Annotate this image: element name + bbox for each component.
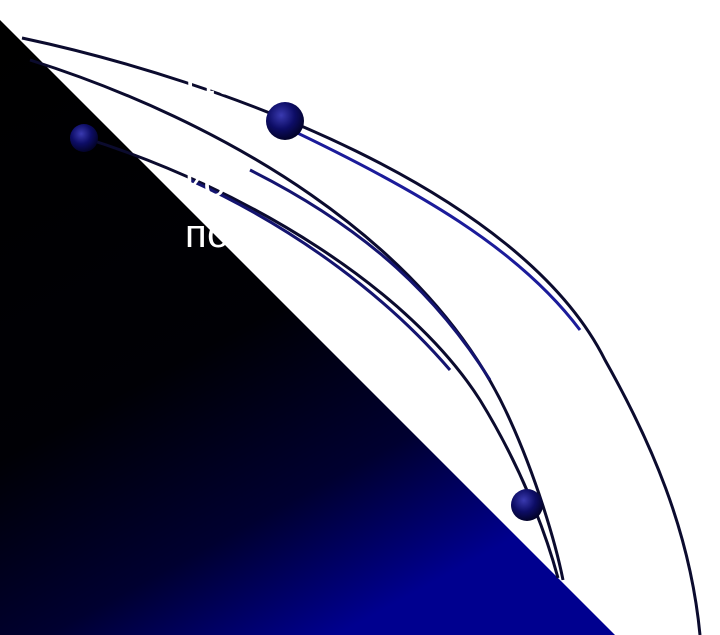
slide-body-text: Це зво ко попу — [185, 56, 545, 260]
orbit-curve-middle-blue — [249, 168, 492, 381]
text-line-4: попу — [185, 212, 273, 256]
orbit-node-left — [70, 124, 98, 152]
text-line-2 — [185, 107, 545, 158]
orbit-node-top — [266, 102, 304, 140]
orbit-node-bottom — [511, 489, 543, 521]
text-line-1: Це зво — [185, 59, 313, 103]
text-line-3: ко — [185, 161, 227, 205]
orbit-curve-inner-blue — [189, 178, 452, 371]
orbit-curve-outer-glow — [269, 118, 582, 331]
gradient-wedge — [0, 20, 615, 635]
orbit-curve-outer — [21, 36, 702, 635]
